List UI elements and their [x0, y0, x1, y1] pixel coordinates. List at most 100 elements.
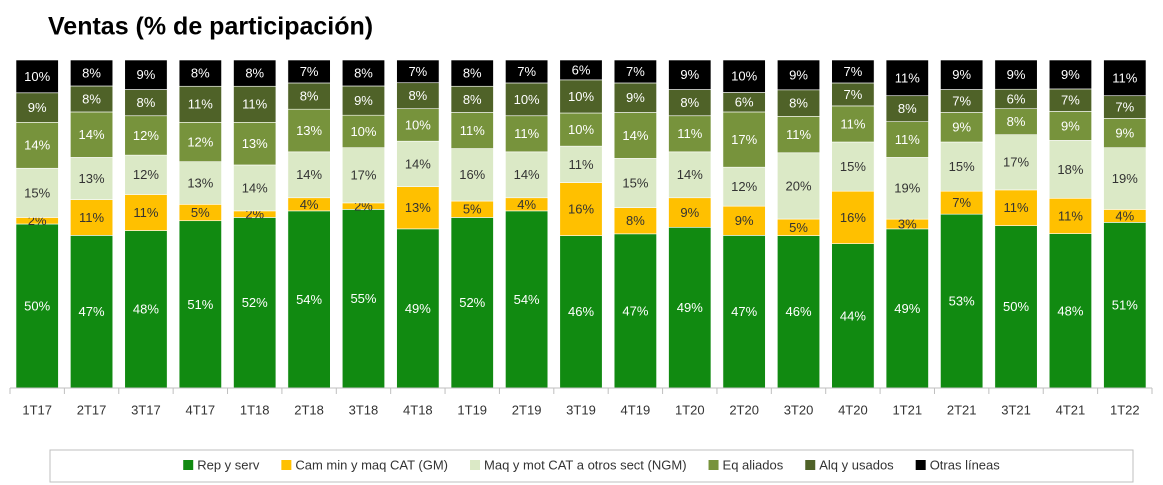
data-label: 48%	[1057, 303, 1083, 318]
legend-swatch	[281, 460, 292, 470]
data-label: 14%	[514, 167, 540, 182]
data-label: 8%	[137, 95, 156, 110]
bar-segment	[777, 116, 821, 154]
data-label: 10%	[731, 69, 757, 84]
bar-segment	[885, 121, 929, 158]
data-label: 14%	[405, 156, 431, 171]
bar-segment	[178, 85, 222, 123]
data-label: 11%	[895, 70, 920, 85]
data-label: 11%	[133, 205, 158, 220]
data-label: 8%	[408, 88, 427, 103]
x-tick-label: 1T22	[1110, 402, 1140, 417]
bar-segment	[613, 112, 657, 159]
data-label: 17%	[731, 132, 757, 147]
x-tick-label: 1T19	[457, 402, 487, 417]
x-tick-label: 1T21	[892, 402, 922, 417]
data-label: 10%	[568, 89, 594, 104]
data-label: 13%	[187, 175, 213, 190]
x-tick-label: 2T19	[512, 402, 542, 417]
bar-segment	[885, 157, 929, 220]
bar-segment	[124, 59, 168, 90]
bar-segment	[1103, 222, 1147, 389]
data-label: 8%	[1007, 114, 1026, 129]
data-label: 12%	[133, 128, 159, 143]
x-tick-label: 2T20	[729, 402, 759, 417]
bar-segment	[1103, 59, 1147, 97]
data-label: 17%	[1003, 155, 1029, 170]
data-label: 4%	[1115, 208, 1134, 223]
bar-segment	[341, 114, 385, 148]
bar-segment	[722, 205, 766, 236]
data-label: 9%	[1115, 126, 1134, 141]
bar-segment	[940, 112, 984, 143]
data-label: 8%	[680, 95, 699, 110]
bar-segment	[341, 59, 385, 87]
data-label: 8%	[82, 65, 101, 80]
bar-segment	[450, 148, 494, 202]
bar-segment	[178, 161, 222, 205]
bar-segment	[940, 141, 984, 192]
data-label: 15%	[949, 159, 975, 174]
data-label: 50%	[1003, 299, 1029, 314]
bar-segment	[885, 95, 929, 123]
data-label: 8%	[463, 92, 482, 107]
x-tick-label: 1T17	[22, 402, 52, 417]
data-label: 8%	[191, 66, 210, 81]
data-label: 54%	[514, 292, 540, 307]
data-label: 15%	[840, 159, 866, 174]
data-label: 11%	[568, 157, 593, 172]
data-label: 54%	[296, 292, 322, 307]
bar-segment	[613, 158, 657, 208]
bar-segment	[505, 82, 549, 117]
data-label: 8%	[300, 89, 319, 104]
data-label: 11%	[786, 127, 811, 142]
bar-segment	[450, 59, 494, 87]
bar-segment	[559, 112, 603, 147]
data-label: 46%	[568, 304, 594, 319]
bar-segment	[1103, 118, 1147, 148]
x-tick-label: 1T18	[240, 402, 270, 417]
data-label: 7%	[952, 195, 971, 210]
bar-segment	[233, 217, 277, 389]
bar-segment	[831, 59, 875, 84]
data-label: 13%	[242, 136, 268, 151]
bar-segment	[124, 89, 168, 117]
bar-segment	[15, 167, 59, 218]
bar-segment	[287, 82, 331, 110]
data-label: 8%	[82, 91, 101, 106]
x-tick-label: 3T20	[784, 402, 814, 417]
data-label: 9%	[789, 67, 808, 82]
data-label: 7%	[1115, 100, 1134, 115]
data-label: 11%	[1058, 208, 1083, 223]
data-label: 3%	[898, 216, 917, 231]
bar-segment	[233, 122, 277, 166]
data-label: 7%	[517, 64, 536, 79]
data-label: 6%	[1007, 91, 1026, 106]
bar-segment	[70, 85, 114, 113]
legend-label: Cam min y maq CAT (GM)	[295, 457, 448, 472]
bar-segment	[178, 220, 222, 389]
data-label: 14%	[622, 128, 648, 143]
data-label: 19%	[1112, 171, 1138, 186]
data-label: 9%	[680, 67, 699, 82]
data-label: 8%	[898, 101, 917, 116]
data-label: 10%	[405, 117, 431, 132]
data-label: 5%	[191, 205, 210, 220]
data-label: 4%	[300, 197, 319, 212]
bar-segment	[233, 85, 277, 123]
data-label: 6%	[572, 62, 591, 77]
bar-segment	[994, 134, 1038, 191]
data-label: 5%	[789, 220, 808, 235]
data-label: 11%	[1112, 70, 1137, 85]
x-tick-label: 4T18	[403, 402, 433, 417]
bar-segment	[994, 59, 1038, 90]
x-tick-label: 4T19	[621, 402, 651, 417]
legend-box	[49, 449, 1134, 483]
legend-swatch	[708, 460, 719, 470]
chart-title: Ventas (% de participación)	[48, 13, 373, 41]
legend-swatch	[183, 460, 194, 470]
data-label: 47%	[622, 303, 648, 318]
x-tick-label: 3T21	[1001, 402, 1031, 417]
data-label: 10%	[24, 69, 50, 84]
